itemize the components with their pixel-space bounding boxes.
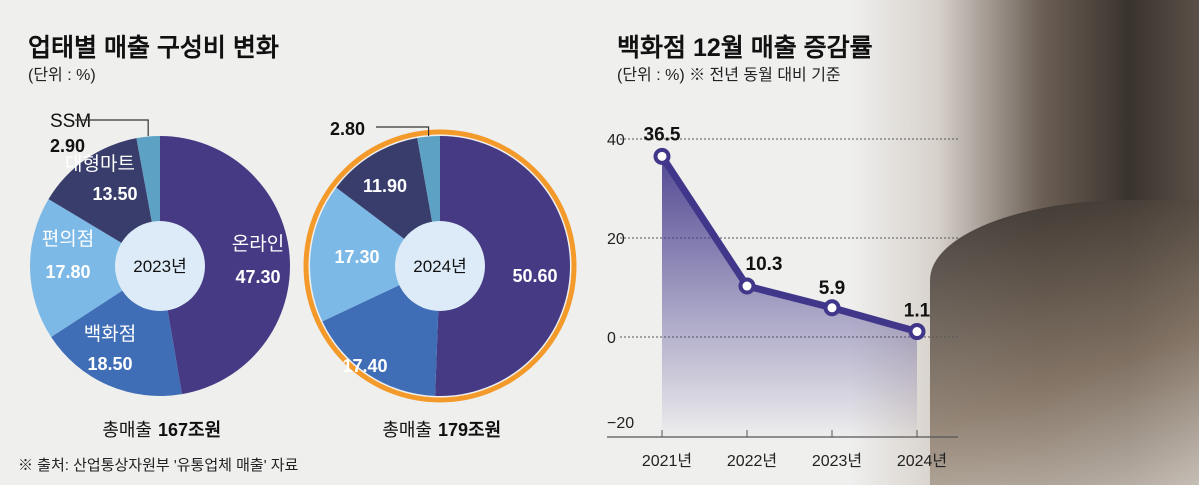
slice-value-label: 18.50 bbox=[87, 354, 132, 374]
data-label: 5.9 bbox=[819, 278, 845, 299]
data-point bbox=[653, 147, 671, 165]
slice-value-label: 50.60 bbox=[512, 266, 557, 286]
total-value: 167조원 bbox=[158, 420, 221, 440]
pie-ring bbox=[303, 129, 577, 403]
slice-value-label: 13.50 bbox=[92, 184, 137, 204]
y-tick-label: −20 bbox=[607, 415, 634, 432]
slice-value-label: 2.80 bbox=[330, 119, 365, 139]
store-counter bbox=[930, 200, 1199, 485]
total-label: 총매출 bbox=[382, 420, 432, 440]
data-point bbox=[738, 277, 756, 295]
pie-center-label: 2023년 bbox=[133, 257, 186, 276]
data-label: 10.3 bbox=[746, 254, 783, 275]
line-title: 백화점 12월 매출 증감률 bbox=[617, 34, 873, 62]
slice-value-label: 17.40 bbox=[342, 356, 387, 376]
slice-name-label: SSM bbox=[50, 111, 91, 132]
pie-center bbox=[395, 221, 485, 311]
total-value: 179조원 bbox=[438, 420, 501, 440]
series-line bbox=[659, 154, 918, 335]
pie-center-label: 2024년 bbox=[413, 257, 466, 276]
x-tick-label: 2023년 bbox=[812, 452, 862, 470]
line-subtitle: (단위 : %) ※ 전년 동월 대비 기준 bbox=[617, 66, 841, 84]
slice-value-label: 17.30 bbox=[334, 247, 379, 267]
pie-slice bbox=[30, 199, 160, 338]
pie-center bbox=[115, 221, 205, 311]
leader-line bbox=[75, 119, 149, 136]
pie-slice bbox=[435, 136, 571, 396]
pie-slice bbox=[310, 187, 440, 322]
x-tick-label: 2024년 bbox=[897, 452, 947, 470]
source-note: ※ 출처: 산업통상자원부 '유통업체 매출' 자료 bbox=[18, 457, 299, 474]
slice-value-label: 11.90 bbox=[363, 176, 407, 196]
total-label: 총매출 bbox=[102, 420, 152, 440]
y-tick-label: 0 bbox=[607, 330, 616, 347]
pie-slice bbox=[160, 136, 290, 395]
slice-value-label: 47.30 bbox=[235, 267, 280, 287]
slice-name-label: 백화점 bbox=[84, 323, 136, 345]
pie-unit: (단위 : %) bbox=[28, 66, 96, 84]
data-label: 36.5 bbox=[644, 124, 681, 145]
x-tick-label: 2021년 bbox=[642, 452, 692, 470]
y-tick-label: 20 bbox=[607, 231, 625, 248]
x-tick-label: 2022년 bbox=[727, 452, 777, 470]
slice-name-label: 온라인 bbox=[232, 233, 284, 255]
pie-title: 업태별 매출 구성비 변화 bbox=[28, 34, 279, 62]
slice-value-label: 2.90 bbox=[50, 136, 85, 156]
y-tick-label: 40 bbox=[607, 132, 625, 149]
slice-name-label: 편의점 bbox=[42, 228, 94, 250]
data-label: 1.1 bbox=[904, 301, 931, 322]
data-point bbox=[908, 323, 926, 341]
slice-name-label: 대형마트 bbox=[65, 153, 135, 175]
slice-value-label: 17.80 bbox=[45, 262, 90, 282]
leader-line bbox=[376, 126, 430, 136]
data-point bbox=[823, 299, 841, 317]
